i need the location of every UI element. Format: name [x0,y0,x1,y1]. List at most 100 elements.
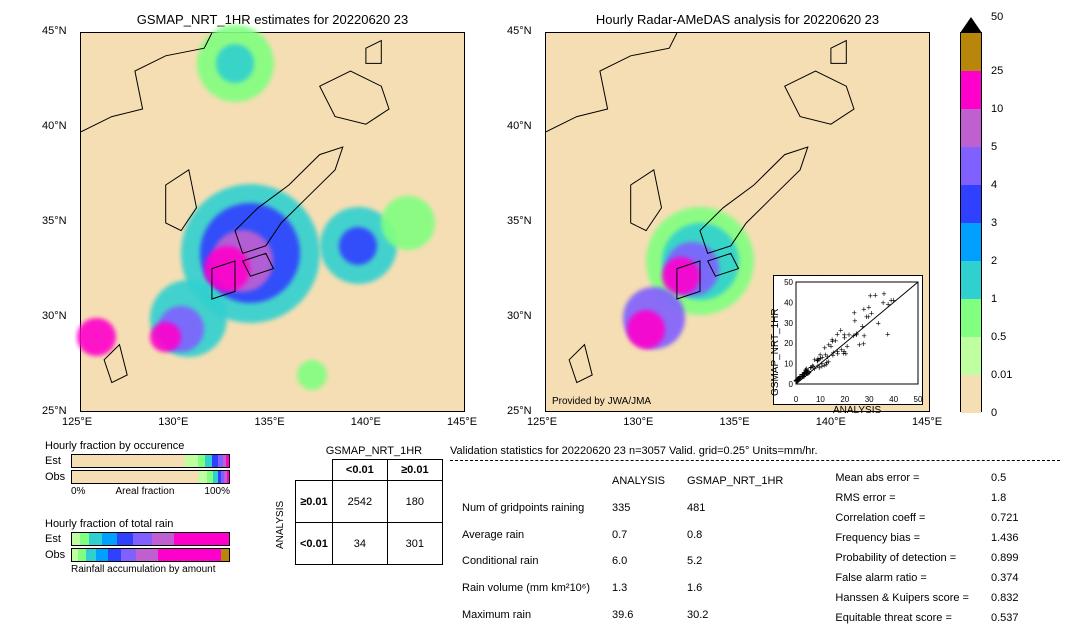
bar-label: Obs [45,549,71,561]
bar-seg [78,549,86,561]
occ-xmax: 100% [204,486,230,497]
occ-xmin: 0% [71,486,85,497]
ytick: 30°N [42,310,67,322]
colorbar-seg [961,147,981,185]
bars-occ-title: Hourly fraction by occurence [45,440,230,452]
ytick: 35°N [42,215,67,227]
bar-seg [108,549,121,561]
colorbar-seg [961,185,981,223]
bar-seg [226,455,229,467]
svg-text:10: 10 [784,360,793,369]
svg-text:+: + [835,349,840,359]
stats-block: Validation statistics for 20220620 23 n=… [450,445,1060,629]
bar-track [71,532,230,546]
svg-text:30: 30 [865,395,874,404]
svg-text:+: + [833,336,838,346]
colorbar-seg [961,337,981,375]
rain-axislabel: Rainfall accumulation by amount [45,564,230,575]
xtick: 140°E [816,416,846,428]
scores-table: Mean abs error =0.5RMS error =1.8Correla… [823,467,1030,629]
colorbar-label: 0 [991,407,997,419]
svg-text:+: + [854,329,859,339]
xtick: 125°E [527,416,557,428]
colorbar-label: 25 [991,65,1003,77]
svg-text:40: 40 [784,298,793,307]
svg-text:0: 0 [794,395,799,404]
svg-text:+: + [860,321,865,331]
svg-text:+: + [838,326,843,336]
svg-text:50: 50 [914,395,923,404]
colorbar-top-arrow [960,17,982,33]
colorbar-seg [961,261,981,299]
bar-track [71,454,230,468]
svg-text:30: 30 [784,319,793,328]
stats-table: ANALYSISGSMAP_NRT_1HRNum of gridpoints r… [450,467,795,629]
contingency-block: GSMAP_NRT_1HR ANALYSIS <0.01≥0.01≥0.0125… [275,445,443,565]
bar-seg [96,549,109,561]
svg-text:+: + [803,365,808,375]
bars-occurrence: Hourly fraction by occurence Est Obs 0% A… [45,440,230,497]
colorbar-label: 50 [991,11,1003,23]
occ-axislabel: Areal fraction [115,486,174,497]
bar-label: Est [45,455,71,467]
svg-text:+: + [861,305,866,315]
xtick: 130°E [623,416,653,428]
colorbar-seg [961,223,981,261]
bar-seg [117,533,133,545]
scatter-xlabel: ANALYSIS [833,405,881,416]
provided-by: Provided by JWA/JMA [552,396,651,407]
bar-seg [121,549,137,561]
contingency-table: <0.01≥0.01≥0.012542180<0.0134301 [295,459,443,565]
bar-seg [133,533,152,545]
bar-seg [198,471,207,483]
bar-row: Obs [45,470,230,484]
svg-text:+: + [852,308,857,318]
map-right: Provided by JWA/JMA001010202030304040505… [545,32,930,412]
bar-seg [158,549,221,561]
ytick: 35°N [507,215,532,227]
svg-text:20: 20 [840,395,849,404]
bar-seg [72,471,198,483]
svg-text:+: + [866,302,871,312]
svg-text:+: + [841,348,846,358]
bar-label: Est [45,533,71,545]
bar-row: Est [45,454,230,468]
bar-track [71,470,230,484]
bar-seg [72,533,80,545]
bar-track [71,548,230,562]
colorbar-seg [961,299,981,337]
colorbar-seg [961,33,981,71]
svg-text:+: + [868,291,873,301]
xtick: 130°E [158,416,188,428]
bars-rain: Hourly fraction of total rain Est Obs Rai… [45,518,230,575]
xtick: 145°E [447,416,477,428]
svg-text:10: 10 [816,395,825,404]
scatter-inset: 0010102020303040405050++++++++++++++++++… [773,275,923,405]
svg-text:+: + [808,363,813,373]
map-left [80,32,465,412]
colorbar-label: 4 [991,179,997,191]
bar-label: Obs [45,471,71,483]
bar-seg [136,549,158,561]
bar-seg [152,533,174,545]
colorbar-label: 10 [991,103,1003,115]
bar-seg [174,533,229,545]
svg-text:+: + [830,351,835,361]
ytick: 40°N [42,120,67,132]
svg-text:40: 40 [889,395,898,404]
ytick: 45°N [42,25,67,37]
bar-seg [198,455,206,467]
bar-row: Obs [45,548,230,562]
bar-seg [80,533,89,545]
bar-seg [72,455,185,467]
map-left-title: GSMAP_NRT_1HR estimates for 20220620 23 [80,12,465,27]
colorbar-label: 1 [991,293,997,305]
bars-rain-title: Hourly fraction of total rain [45,518,230,530]
svg-text:+: + [823,360,828,370]
svg-text:+: + [857,340,862,350]
bar-seg [89,533,102,545]
svg-text:+: + [861,331,866,341]
svg-text:50: 50 [784,278,793,287]
svg-text:+: + [826,340,831,350]
svg-text:+: + [794,375,799,385]
